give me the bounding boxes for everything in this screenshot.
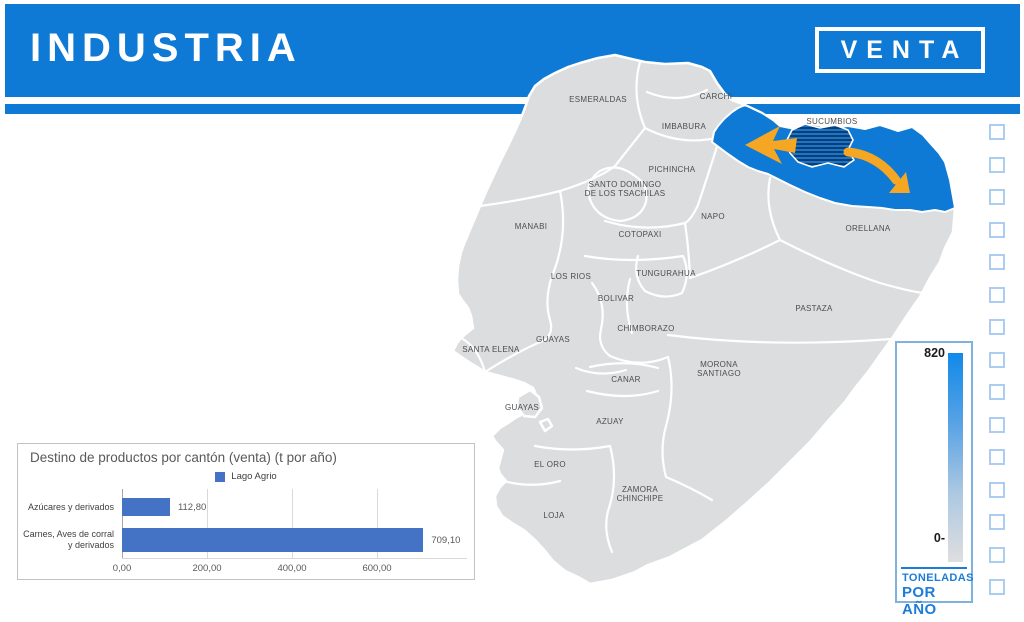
province-label: PICHINCHA <box>649 165 696 174</box>
province-label: LOJA <box>543 511 565 520</box>
decor-square <box>989 189 1005 205</box>
chart-bar <box>122 498 170 516</box>
scale-unit-line2: POR AÑO <box>902 584 937 618</box>
province-label: SANTIAGO <box>697 369 741 378</box>
province-borders <box>459 60 925 554</box>
sales-chart-panel: Destino de productos por cantón (venta) … <box>17 443 475 580</box>
province-label: SANTA ELENA <box>462 345 520 354</box>
chart-gridline <box>122 489 123 558</box>
category-label: Azúcares y derivados <box>27 502 114 512</box>
region-lago-agrio-hatched[interactable] <box>785 123 855 168</box>
value-label: 709,10 <box>431 535 461 546</box>
province-label: COTOPAXI <box>618 230 661 239</box>
decor-square <box>989 481 1005 498</box>
flow-arrow-east-icon <box>889 172 910 193</box>
province-label: BOLIVAR <box>598 294 634 303</box>
x-tick-label: 0,00 <box>112 563 132 574</box>
decor-squares <box>989 124 1005 612</box>
legend-swatch-icon <box>215 471 226 482</box>
province-label: ORELLANA <box>845 224 890 233</box>
chart-gridline <box>377 489 378 558</box>
chart-title: Destino de productos por cantón (venta) … <box>30 450 337 465</box>
header-band <box>5 4 1020 97</box>
decor-square <box>989 449 1005 465</box>
small-island <box>538 417 554 433</box>
province-label: PASTAZA <box>795 304 833 313</box>
decor-square <box>989 286 1005 303</box>
province-label: AZUAY <box>596 417 624 426</box>
x-axis-line <box>122 558 467 559</box>
puna-island <box>515 388 544 419</box>
province-label: NAPO <box>701 212 725 221</box>
province-label: LOS RIOS <box>551 272 591 281</box>
decor-square <box>989 416 1005 433</box>
province-labels: ESMERALDAS CARCHI IMBABURA PICHINCHA SANTO D… <box>462 92 890 520</box>
decor-square <box>989 156 1005 173</box>
chart-gridline <box>207 489 208 558</box>
province-label: CHIMBORAZO <box>617 324 674 333</box>
decor-square <box>989 351 1005 368</box>
province-label: TUNGURAHUA <box>636 269 696 278</box>
province-label: ZAMORA <box>622 485 658 494</box>
province-label: DE LOS TSACHILAS <box>585 189 666 198</box>
scale-min-label: 0- <box>933 531 945 545</box>
province-label: SANTO DOMINGO <box>589 180 662 189</box>
venta-badge[interactable]: VENTA <box>815 27 985 73</box>
scale-separator <box>901 567 967 569</box>
province-label: CANAR <box>611 375 641 384</box>
province-label: IMBABURA <box>662 122 707 131</box>
x-tick-label: 200,00 <box>192 563 222 574</box>
province-label: EL ORO <box>534 460 566 469</box>
value-label: 112,80 <box>177 502 207 513</box>
decor-square <box>989 319 1005 335</box>
chart-gridline <box>292 489 293 558</box>
ecuador-map: ESMERALDAS CARCHI IMBABURA PICHINCHA SANTO D… <box>451 53 957 585</box>
province-label: SUCUMBIOS <box>806 117 857 126</box>
chart-legend: Lago Agrio <box>18 471 474 482</box>
decor-square <box>989 221 1005 238</box>
scale-max-label: 820 <box>924 346 945 360</box>
x-tick-label: 600,00 <box>362 563 392 574</box>
scale-legend: 820 0- TONELADAS POR AÑO <box>895 341 974 618</box>
flow-arrow-west-icon <box>745 126 797 164</box>
header-stripe <box>5 104 1020 114</box>
decor-square <box>989 254 1005 270</box>
flow-arrow-east-tail-icon <box>843 147 901 185</box>
gradient-bar <box>948 353 963 562</box>
province-label: MORONA <box>700 360 738 369</box>
province-label: GUAYAS <box>536 335 570 344</box>
x-tick-label: 400,00 <box>277 563 307 574</box>
decor-square <box>989 384 1005 400</box>
decor-square <box>989 124 1005 140</box>
chart-plot: 0,00 200,00 400,00 600,00 Azúcares y derivad… <box>18 484 474 579</box>
province-label: GUAYAS <box>505 403 539 412</box>
decor-square <box>989 514 1005 530</box>
scale-unit-line1: TONELADAS <box>902 572 974 584</box>
category-label: Carnes, Aves de corral y derivados <box>23 529 114 550</box>
chart-bar <box>122 528 424 552</box>
province-label: ESMERALDAS <box>569 95 627 104</box>
decor-square <box>989 579 1005 595</box>
province-label: MANABI <box>515 222 547 231</box>
province-label: CARCHI <box>700 92 732 101</box>
decor-square <box>989 546 1005 563</box>
province-label: CHINCHIPE <box>617 494 664 503</box>
legend-label: Lago Agrio <box>231 471 277 482</box>
page-title: INDUSTRIA <box>30 26 302 70</box>
